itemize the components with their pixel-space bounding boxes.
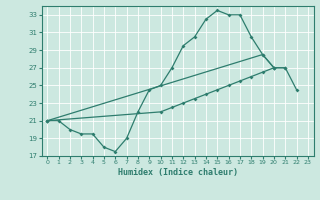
X-axis label: Humidex (Indice chaleur): Humidex (Indice chaleur) [118, 168, 237, 177]
